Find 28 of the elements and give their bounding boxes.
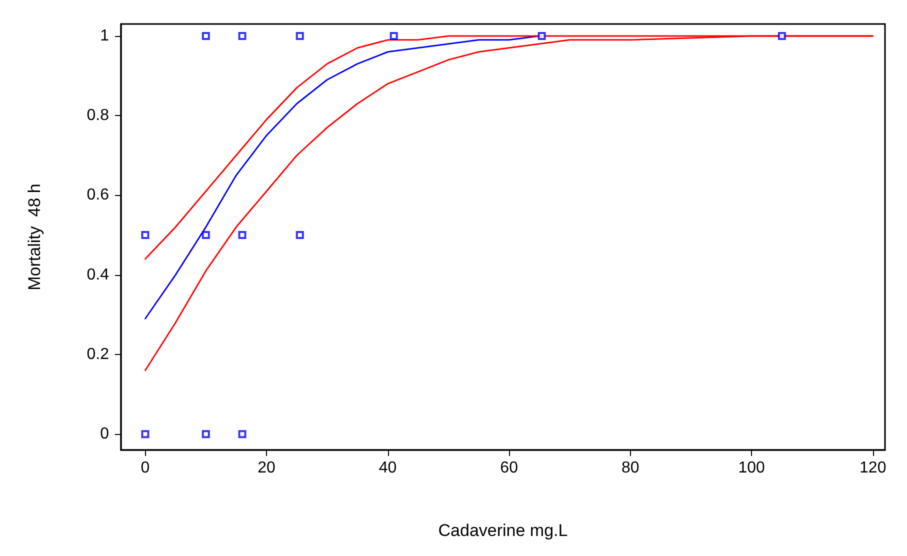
point [141,231,150,240]
point [238,231,246,240]
y-tick-label: 0 [100,426,110,443]
point [141,430,150,438]
x-tick-label: 40 [378,460,397,476]
y-tick-label: 0.4 [86,266,110,284]
y-tick-label: 1 [100,27,110,44]
x-axis-title: Cadaverine mg.L [438,521,568,540]
point [390,32,398,40]
point [296,32,304,40]
x-tick-label: 60 [500,460,518,476]
point [202,32,210,40]
point [202,231,210,240]
x-tick-label: 0 [140,460,150,476]
y-tick-label: 0.2 [86,346,110,363]
y-axis-title: Mortality 48 h [25,184,44,290]
x-tick-label: 100 [738,460,766,476]
y-tick-label: 0.6 [86,186,110,204]
point [296,231,304,240]
y-tick-label: 0.8 [86,107,110,124]
x-tick-label: 80 [621,460,640,476]
point [538,32,546,40]
x-tick-label: 20 [258,460,276,476]
point [778,32,786,40]
point [238,430,246,438]
point [238,32,246,40]
point [202,430,210,438]
x-tick-label: 120 [860,460,886,476]
